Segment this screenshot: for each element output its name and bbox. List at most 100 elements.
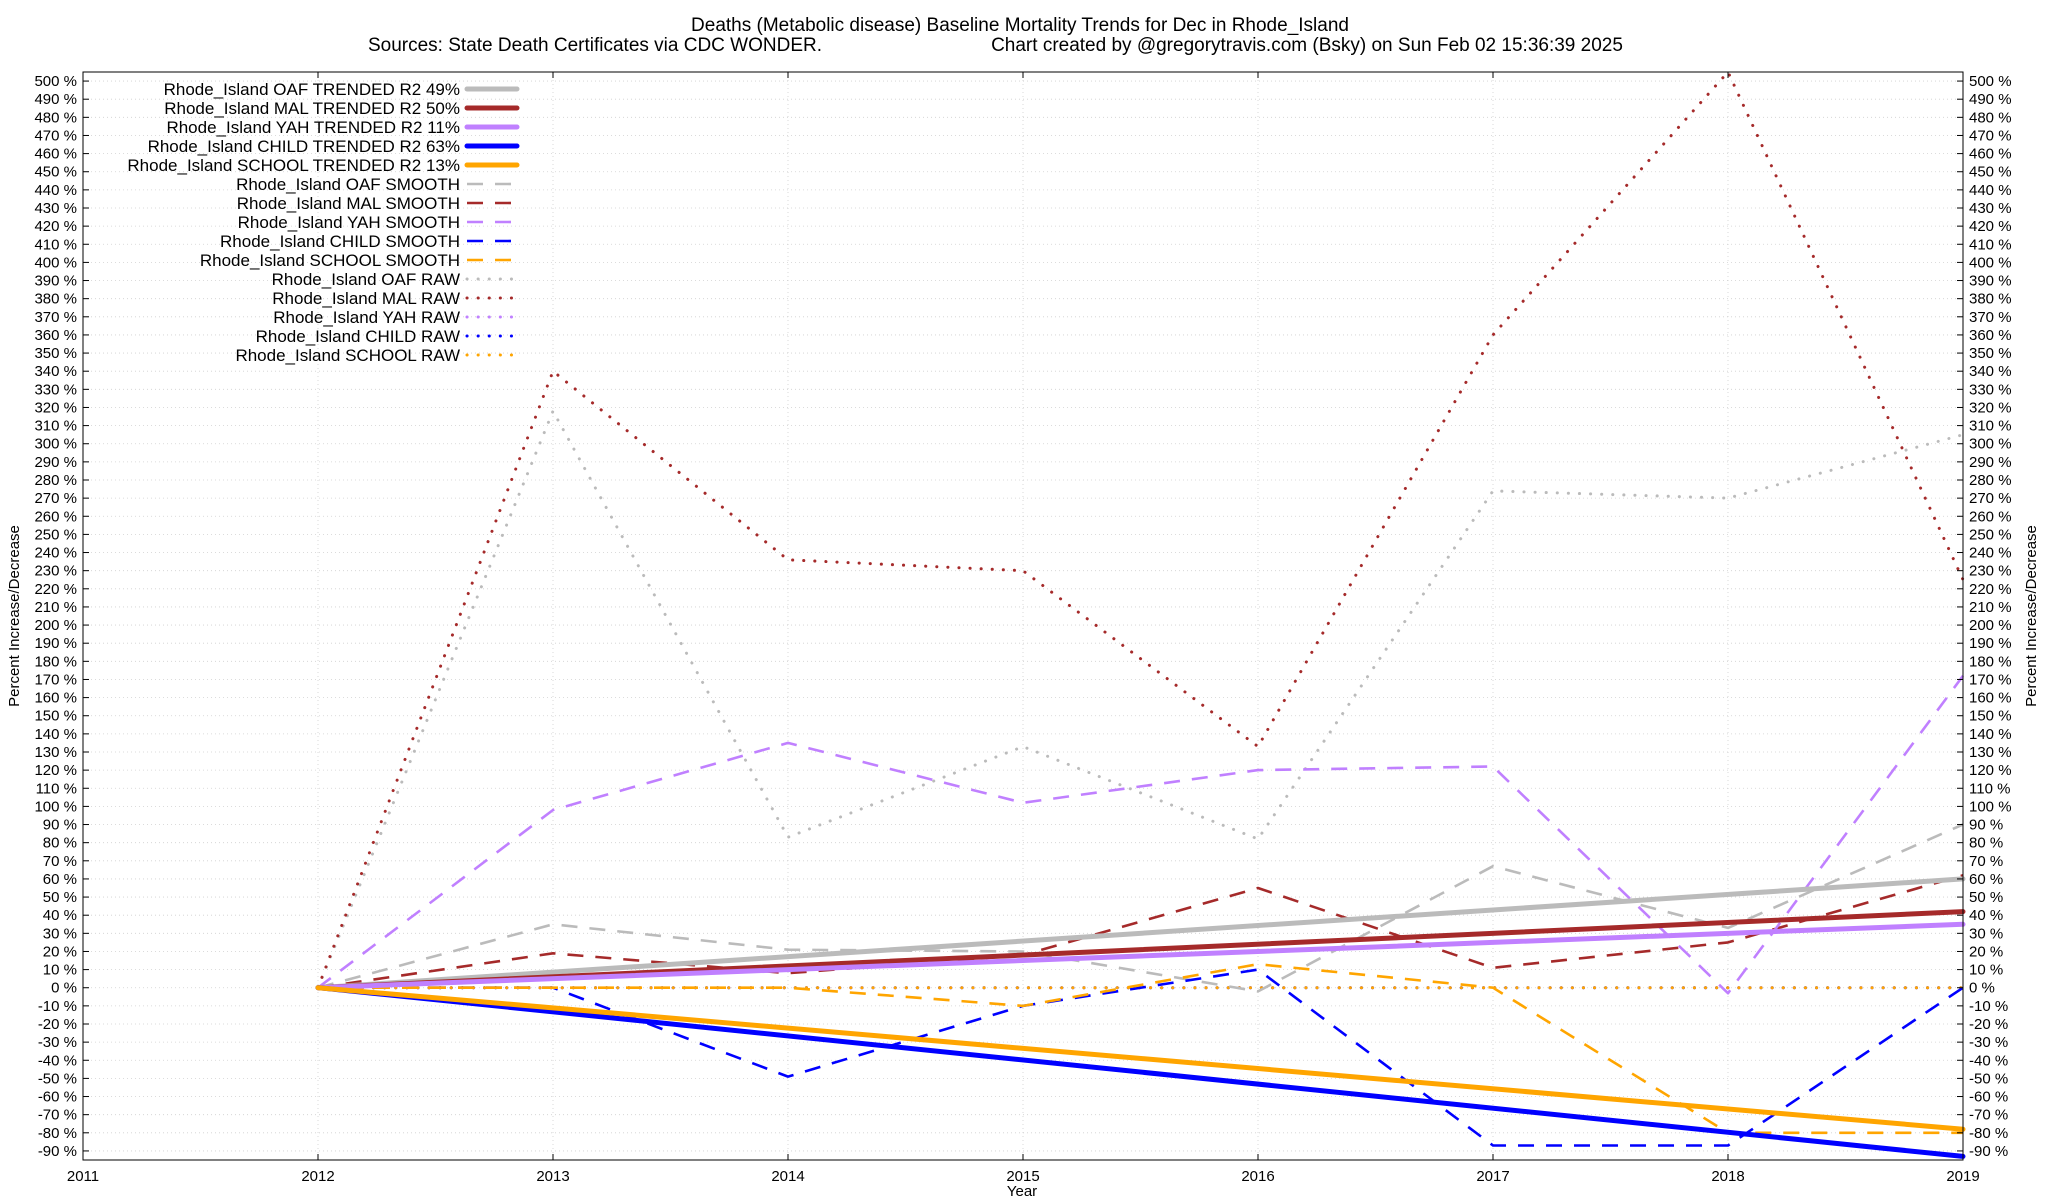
y2-tick-label: 80 %	[1969, 835, 2003, 852]
y2-tick-label: 10 %	[1969, 962, 2003, 979]
y2-tick-label: 410 %	[1969, 236, 2012, 253]
y2-tick-label: 420 %	[1969, 218, 2012, 235]
y2-tick-label: 170 %	[1969, 671, 2012, 688]
y-axis-label: Percent Increase/Decrease	[6, 525, 23, 707]
x-tick-label: 2012	[301, 1168, 334, 1185]
y2-tick-label: 100 %	[1969, 798, 2012, 815]
y-tick-label: 220 %	[34, 581, 77, 598]
legend: Rhode_Island OAF TRENDED R2 49%Rhode_Isl…	[127, 80, 520, 365]
y2-tick-label: 40 %	[1969, 907, 2003, 924]
y-tick-label: 390 %	[34, 273, 77, 290]
y2-axis-label: Percent Increase/Decrease	[2023, 525, 2040, 707]
y-tick-label: 50 %	[43, 889, 77, 906]
y-tick-label: 80 %	[43, 835, 77, 852]
y2-tick-label: 120 %	[1969, 762, 2012, 779]
x-tick-label: 2019	[1946, 1168, 1979, 1185]
y2-tick-label: 180 %	[1969, 653, 2012, 670]
x-tick-label: 2017	[1476, 1168, 1509, 1185]
x-tick-label: 2013	[536, 1168, 569, 1185]
y2-tick-label: 220 %	[1969, 581, 2012, 598]
y-tick-label: 140 %	[34, 726, 77, 743]
y2-tick-label: 200 %	[1969, 617, 2012, 634]
y-tick-label: 470 %	[34, 127, 77, 144]
y-tick-label: -60 %	[38, 1089, 77, 1106]
legend-label: Rhode_Island OAF SMOOTH	[236, 175, 460, 194]
y-tick-label: 210 %	[34, 599, 77, 616]
y2-tick-label: 20 %	[1969, 943, 2003, 960]
y-tick-label: 380 %	[34, 291, 77, 308]
y-tick-label: 450 %	[34, 164, 77, 181]
y-tick-label: 500 %	[34, 73, 77, 90]
series-layer	[315, 70, 1966, 1159]
series-line-11	[316, 70, 1965, 990]
y2-tick-label: 480 %	[1969, 109, 2012, 126]
y2-tick-label: 250 %	[1969, 526, 2012, 543]
legend-label: Rhode_Island MAL RAW	[272, 289, 460, 308]
y-tick-label: -40 %	[38, 1052, 77, 1069]
y2-tick-label: -40 %	[1969, 1052, 2008, 1069]
series-line-8	[318, 968, 1964, 1147]
y-tick-label: -70 %	[38, 1107, 77, 1124]
y2-tick-label: 230 %	[1969, 563, 2012, 580]
series-line-10	[316, 409, 1965, 990]
y2-tick-label: 310 %	[1969, 418, 2012, 435]
y2-tick-label: 70 %	[1969, 853, 2003, 870]
x-tick-label: 2016	[1241, 1168, 1274, 1185]
y2-tick-label: 270 %	[1969, 490, 2012, 507]
y2-tick-label: 210 %	[1969, 599, 2012, 616]
y-tick-label: 270 %	[34, 490, 77, 507]
y-tick-label: 40 %	[43, 907, 77, 924]
legend-label: Rhode_Island YAH TRENDED R2 11%	[166, 118, 460, 137]
y-tick-label: 230 %	[34, 563, 77, 580]
y2-tick-label: 470 %	[1969, 127, 2012, 144]
y2-tick-label: 150 %	[1969, 708, 2012, 725]
y2-tick-label: 130 %	[1969, 744, 2012, 761]
y2-tick-label: 280 %	[1969, 472, 2012, 489]
x-axis-label: Year	[1007, 1183, 1037, 1200]
legend-label: Rhode_Island MAL TRENDED R2 50%	[164, 99, 460, 118]
y2-tick-label: 360 %	[1969, 327, 2012, 344]
legend-label: Rhode_Island OAF TRENDED R2 49%	[164, 80, 460, 99]
legend-label: Rhode_Island MAL SMOOTH	[237, 194, 460, 213]
y2-tick-label: -10 %	[1969, 998, 2008, 1015]
y2-tick-label: 320 %	[1969, 399, 2012, 416]
legend-label: Rhode_Island SCHOOL RAW	[235, 346, 460, 365]
y-tick-label: 190 %	[34, 635, 77, 652]
y2-tick-label: 350 %	[1969, 345, 2012, 362]
y2-tick-label: 300 %	[1969, 436, 2012, 453]
y-tick-label: 150 %	[34, 708, 77, 725]
y2-tick-label: 390 %	[1969, 273, 2012, 290]
y-tick-label: 430 %	[34, 200, 77, 217]
y2-tick-label: 110 %	[1969, 780, 2010, 797]
y2-tick-label: 460 %	[1969, 146, 2012, 163]
legend-label: Rhode_Island OAF RAW	[272, 270, 460, 289]
y-tick-label: 280 %	[34, 472, 77, 489]
y-tick-label: 400 %	[34, 254, 77, 271]
series-line-0	[315, 876, 1966, 991]
y2-tick-label: 30 %	[1969, 925, 2003, 942]
series-line-9	[318, 962, 1963, 1135]
y2-tick-label: 290 %	[1969, 454, 2012, 471]
y-tick-label: 350 %	[34, 345, 77, 362]
y-tick-label: 330 %	[34, 381, 77, 398]
y2-tick-label: -60 %	[1969, 1089, 2008, 1106]
y-tick-label: 340 %	[34, 363, 77, 380]
y-tick-label: 70 %	[43, 853, 77, 870]
y2-tick-label: -70 %	[1969, 1107, 2008, 1124]
x-tick-label: 2014	[771, 1168, 804, 1185]
y-tick-label: -20 %	[38, 1016, 77, 1033]
y2-tick-label: 370 %	[1969, 309, 2012, 326]
series-line-7	[317, 675, 1965, 995]
series-line-3	[315, 985, 1966, 1159]
y-tick-label: -50 %	[38, 1070, 77, 1087]
y-tick-label: 10 %	[43, 962, 77, 979]
y2-tick-label: 90 %	[1969, 817, 2003, 834]
y2-tick-label: 60 %	[1969, 871, 2003, 888]
y2-tick-label: 190 %	[1969, 635, 2012, 652]
y-tick-label: 170 %	[34, 671, 77, 688]
legend-label: Rhode_Island CHILD TRENDED R2 63%	[148, 137, 460, 156]
y-tick-label: 460 %	[34, 146, 77, 163]
y-tick-label: -30 %	[38, 1034, 77, 1051]
chart-subtitle-credit: Chart created by @gregorytravis.com (Bsk…	[991, 35, 1623, 56]
